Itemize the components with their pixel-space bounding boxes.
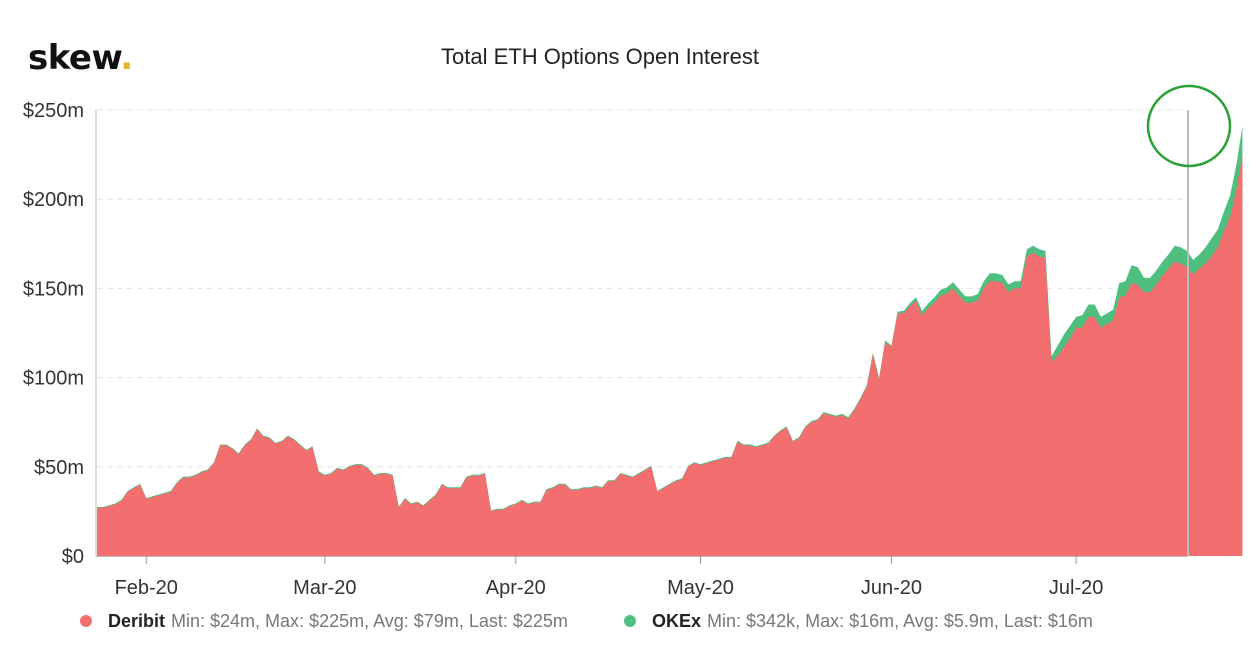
chart-title: Total ETH Options Open Interest [441,44,759,69]
highlight-circle [1146,84,1232,168]
x-tick-label: Mar-20 [293,577,356,599]
logo-dot: . [120,38,133,78]
x-tick-label: Feb-20 [115,577,178,599]
legend-item-okex[interactable]: OKEx Min: $342k, Max: $16m, Avg: $5.9m, L… [624,611,1093,632]
y-tick-label: $150m [23,278,84,300]
x-tick-label: Jul-20 [1049,577,1103,599]
y-tick-label: $100m [23,368,84,390]
y-tick-label: $200m [23,189,84,211]
legend-deribit-name: Deribit [108,611,166,631]
y-tick-label: $50m [34,457,84,479]
y-tick-label: $0 [62,546,84,568]
x-tick-label: Jun-20 [861,577,922,599]
legend-item-deribit[interactable]: Deribit Min: $24m, Max: $225m, Avg: $79m,… [80,611,568,632]
deribit-area [97,154,1243,556]
logo-text: skew [28,38,121,78]
y-tick-label: $250m [23,100,84,122]
legend-deribit-stats: Min: $24m, Max: $225m, Avg: $79m, Last: … [171,611,568,631]
legend-okex-stats: Min: $342k, Max: $16m, Avg: $5.9m, Last:… [707,611,1093,631]
x-tick-label: Apr-20 [486,577,546,599]
deribit-bullet-icon [80,615,92,628]
x-tick-label: May-20 [667,577,734,599]
okex-bullet-icon [624,615,636,628]
skew-logo: skew. [28,38,133,78]
legend-okex-name: OKEx [652,611,702,631]
